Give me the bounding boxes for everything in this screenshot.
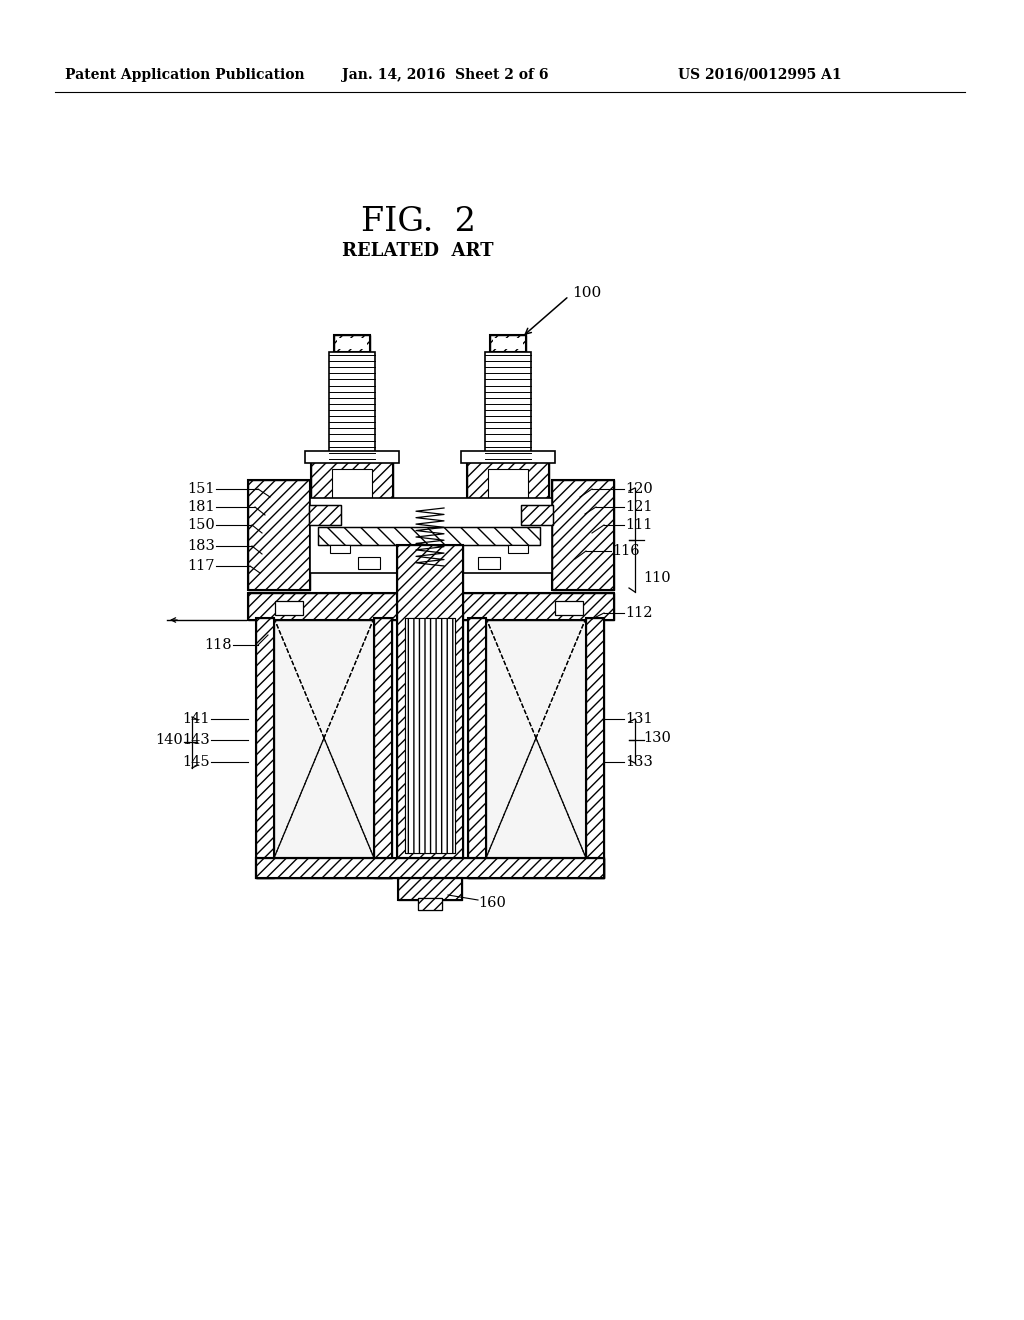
Text: 181: 181 [187,500,215,513]
Bar [418,898,442,909]
Text: FIG.  2: FIG. 2 [360,206,475,238]
Bar [478,467,538,477]
Bar [468,858,604,878]
Bar [330,545,350,553]
Bar [490,335,526,352]
Bar [248,593,614,620]
Text: 151: 151 [187,482,215,496]
Text: 112: 112 [625,606,652,620]
Bar [334,335,370,352]
Bar [415,564,445,572]
Text: 130: 130 [643,731,671,744]
Bar [329,352,375,467]
Bar [478,557,500,569]
Bar [398,878,462,900]
Text: 141: 141 [182,711,210,726]
Bar [467,461,549,510]
Bar [337,338,367,348]
Bar [275,601,303,615]
Text: 118: 118 [205,638,232,652]
Bar [406,618,455,853]
Bar [521,506,553,525]
Bar [485,352,531,467]
Text: 100: 100 [572,286,601,300]
Bar [418,898,442,909]
Bar [418,898,442,909]
Text: Jan. 14, 2016  Sheet 2 of 6: Jan. 14, 2016 Sheet 2 of 6 [342,69,548,82]
Bar [374,618,392,878]
Text: 145: 145 [182,755,210,770]
Bar [310,498,552,573]
Bar [332,469,372,503]
Bar [305,451,399,463]
Text: 131: 131 [625,711,652,726]
Bar [256,618,274,878]
Text: Patent Application Publication: Patent Application Publication [66,69,305,82]
Bar [397,545,463,858]
Bar [256,618,274,878]
Text: 183: 183 [187,539,215,553]
Bar [322,467,382,477]
Bar [398,878,462,900]
Bar [318,527,540,545]
Text: 111: 111 [625,517,652,532]
Bar [256,858,392,878]
Bar [406,618,455,853]
Bar [508,545,528,553]
Bar [311,461,393,510]
Text: 133: 133 [625,755,653,770]
Bar [274,618,374,858]
Bar [406,618,455,853]
Text: 117: 117 [187,558,215,573]
Bar [309,506,341,525]
Bar [248,480,310,590]
Text: US 2016/0012995 A1: US 2016/0012995 A1 [678,69,842,82]
Bar [521,506,553,525]
Bar [461,451,555,463]
Bar [586,618,604,878]
Bar [309,506,341,525]
Bar [552,480,614,590]
Bar [318,527,540,545]
Text: 143: 143 [182,733,210,747]
Bar [468,618,486,878]
Bar [468,858,604,878]
Bar [256,858,392,878]
Bar [468,618,486,878]
Bar [493,338,523,348]
Bar [397,545,463,858]
Bar [358,557,380,569]
Bar [488,469,528,503]
Text: 120: 120 [625,482,652,496]
Text: 110: 110 [643,572,671,585]
Bar [334,335,370,352]
Bar [256,858,604,878]
Bar [248,593,614,620]
Bar [490,335,526,352]
Bar [467,461,549,510]
Bar [374,618,392,878]
Text: 116: 116 [612,544,640,558]
Bar [415,564,445,572]
Bar [586,618,604,878]
Bar [248,480,310,590]
Bar [552,480,614,590]
Bar [555,601,583,615]
Text: 121: 121 [625,500,652,513]
Text: RELATED  ART: RELATED ART [342,242,494,260]
Text: 160: 160 [478,896,506,909]
Bar [256,858,604,878]
Text: 140: 140 [156,733,183,747]
Bar [486,618,586,858]
Text: 150: 150 [187,517,215,532]
Bar [311,461,393,510]
